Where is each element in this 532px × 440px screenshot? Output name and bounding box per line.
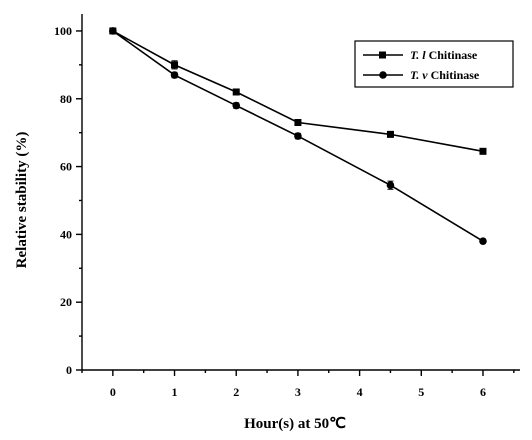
x-tick-label: 5 (418, 385, 424, 399)
legend-marker-tl (379, 51, 386, 59)
legend-label-tv-suffix: Chitinase (428, 68, 480, 82)
series-1 (109, 27, 487, 245)
data-point (479, 237, 487, 245)
x-axis-title: Hour(s) at 50℃ (244, 416, 346, 432)
y-tick-label: 40 (60, 227, 72, 241)
y-axis-title: Relative stability (%) (14, 132, 30, 269)
series-layer (109, 27, 487, 245)
data-point (294, 118, 302, 126)
axes (81, 14, 520, 371)
x-tick-label: 6 (480, 385, 486, 399)
y-tick-label: 0 (66, 363, 72, 377)
data-point (232, 88, 240, 96)
ticks: 0 20 40 60 80 100 0 1 2 3 4 5 6 (54, 24, 515, 399)
x-tick-label: 4 (357, 385, 363, 399)
legend: T. l Chitinase T. v Chitinase (354, 40, 514, 88)
data-point (479, 147, 487, 155)
data-point (294, 132, 302, 140)
y-tick-label: 100 (54, 24, 72, 38)
y-tick-label: 20 (60, 295, 72, 309)
data-point (170, 71, 179, 79)
legend-label-tl: T. l Chitinase (410, 48, 478, 62)
data-point (386, 130, 394, 138)
series-line-1 (112, 30, 484, 242)
x-tick-label: 0 (110, 385, 116, 399)
legend-label-tl-prefix: T. l (410, 48, 426, 62)
data-point (232, 101, 241, 110)
data-point (109, 27, 117, 35)
legend-label-tl-suffix: Chitinase (426, 48, 478, 62)
data-point (171, 61, 179, 69)
x-tick-label: 2 (233, 385, 239, 399)
y-tick-label: 80 (60, 92, 72, 106)
series-line-0 (112, 30, 484, 153)
x-tick-label: 1 (172, 385, 178, 399)
y-tick-label: 60 (60, 160, 72, 174)
legend-box (354, 40, 514, 88)
legend-marker-tv (379, 71, 387, 79)
legend-label-tv-prefix: T. v (410, 68, 428, 82)
x-tick-label: 3 (295, 385, 301, 399)
data-point (386, 181, 395, 190)
legend-label-tv: T. v Chitinase (410, 68, 480, 82)
